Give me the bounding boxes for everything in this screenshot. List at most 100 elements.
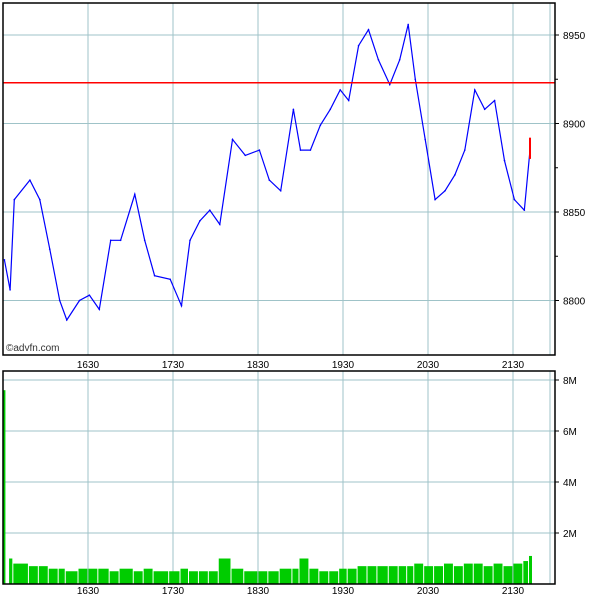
volume-bar	[48, 568, 58, 584]
volume-bar	[258, 571, 268, 584]
volume-x-tick-label: 2130	[502, 586, 525, 597]
price-point	[493, 99, 496, 102]
volume-x-tick-label: 1630	[77, 586, 100, 597]
volume-bar	[463, 563, 473, 584]
volume-bar	[377, 566, 388, 584]
volume-bar	[388, 566, 398, 584]
volume-bar	[503, 566, 513, 584]
price-x-tick-label: 2130	[502, 360, 525, 371]
volume-bar	[347, 568, 357, 584]
price-point	[133, 193, 136, 196]
volume-bar	[268, 571, 279, 584]
volume-y-tick-label: 8M	[563, 376, 577, 387]
volume-bar	[198, 571, 208, 584]
volume-x-tick-label: 1730	[162, 586, 185, 597]
price-y-tick-label: 8950	[563, 31, 586, 42]
volume-bar	[473, 563, 483, 584]
price-point	[58, 299, 61, 302]
price-point	[98, 308, 101, 311]
volume-bar	[357, 566, 367, 584]
price-point	[199, 220, 201, 222]
price-point	[143, 239, 146, 242]
price-point	[357, 44, 360, 47]
volume-bar	[3, 390, 6, 584]
volume-y-tick-label: 6M	[563, 427, 577, 438]
price-x-tick-label: 1730	[162, 360, 185, 371]
price-point	[464, 149, 466, 151]
price-point	[424, 138, 426, 141]
price-point	[299, 149, 302, 151]
price-panel-frame	[2, 2, 556, 356]
volume-bar	[329, 571, 339, 584]
price-point	[407, 23, 409, 26]
price-point	[48, 248, 51, 250]
volume-bar	[523, 561, 528, 584]
price-point	[268, 179, 271, 181]
volume-bar	[218, 558, 231, 584]
volume-bar	[424, 566, 434, 584]
watermark: ©advfn.com	[6, 343, 60, 354]
price-point	[218, 223, 221, 226]
price-series-line	[3, 24, 525, 322]
price-point	[119, 239, 122, 242]
volume-bar	[398, 566, 407, 584]
price-point	[434, 198, 436, 201]
volume-bar	[453, 566, 463, 584]
price-point	[88, 294, 91, 296]
price-point	[503, 159, 506, 162]
price-point	[329, 108, 332, 111]
price-point	[13, 198, 16, 201]
volume-bar	[434, 566, 443, 584]
price-point	[398, 58, 401, 61]
price-point	[367, 28, 370, 31]
price-point	[388, 83, 391, 86]
volume-bar	[153, 571, 169, 584]
price-point	[231, 138, 234, 141]
volume-bar	[143, 568, 153, 584]
volume-bar	[58, 568, 65, 584]
volume-bar	[180, 568, 188, 584]
price-point	[9, 289, 11, 291]
volume-bar	[244, 571, 258, 584]
volume-bar	[367, 566, 377, 584]
price-point	[39, 198, 41, 201]
price-y-tick-label: 8800	[563, 297, 586, 308]
volume-y-tick-label: 4M	[563, 478, 577, 489]
price-point	[339, 89, 341, 91]
volume-bar	[309, 568, 319, 584]
volume-bar	[292, 568, 299, 584]
volume-bar	[529, 555, 532, 584]
volume-bar	[483, 566, 493, 584]
price-point	[169, 278, 171, 281]
volume-bar	[279, 568, 292, 584]
price-point	[377, 58, 380, 61]
price-point	[444, 189, 446, 192]
volume-bar	[109, 571, 119, 584]
volume-bar	[9, 558, 13, 584]
price-point	[513, 198, 516, 201]
price-point	[473, 89, 476, 91]
volume-bar	[65, 571, 78, 584]
price-point	[153, 274, 156, 277]
volume-bar	[414, 563, 424, 584]
price-x-tick-label: 1830	[247, 360, 270, 371]
volume-bar	[78, 568, 88, 584]
volume-y-tick-label: 2M	[563, 529, 577, 540]
price-point	[347, 99, 350, 102]
volume-bar	[189, 571, 198, 584]
price-series-last-segment	[523, 149, 531, 211]
volume-bar	[444, 563, 453, 584]
volume-bar	[513, 563, 523, 584]
volume-bar	[28, 566, 38, 584]
price-x-tick-label: 2030	[417, 360, 440, 371]
volume-bar	[231, 568, 244, 584]
volume-x-tick-label: 1830	[247, 586, 270, 597]
volume-bar	[407, 566, 414, 584]
price-point	[309, 149, 312, 151]
price-point	[279, 189, 282, 192]
price-x-tick-label: 1930	[332, 360, 355, 371]
volume-bar	[133, 571, 143, 584]
price-point	[244, 154, 247, 157]
price-point	[258, 149, 261, 151]
